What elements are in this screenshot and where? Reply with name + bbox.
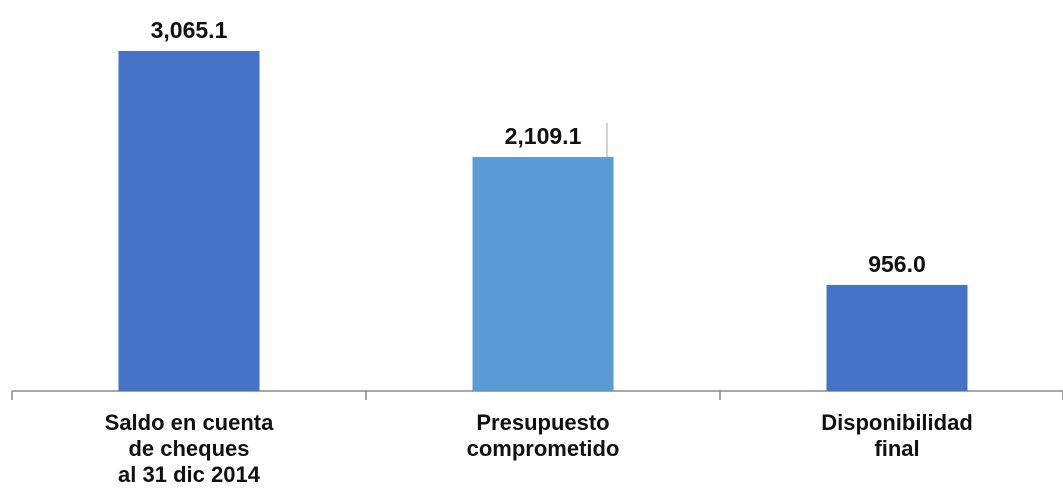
category-label: Saldo en cuenta [105,410,274,435]
category-label: al 31 dic 2014 [118,462,261,487]
bar [472,157,614,391]
category-label: de cheques [128,436,249,461]
category-label: comprometido [467,436,620,461]
data-labels-group: 3,065.1 2,109.1 956.0 [151,17,926,277]
bar-value-label: 956.0 [868,251,926,277]
bar-value-label: 3,065.1 [151,17,228,43]
category-label: final [874,436,919,461]
bar [826,284,968,391]
bar-value-label: 2,109.1 [505,123,582,149]
x-axis-ticks [11,391,1063,400]
category-label: Disponibilidad [821,410,973,435]
bars-group [118,51,968,391]
category-label: Presupuesto [476,410,609,435]
bar [118,51,260,391]
